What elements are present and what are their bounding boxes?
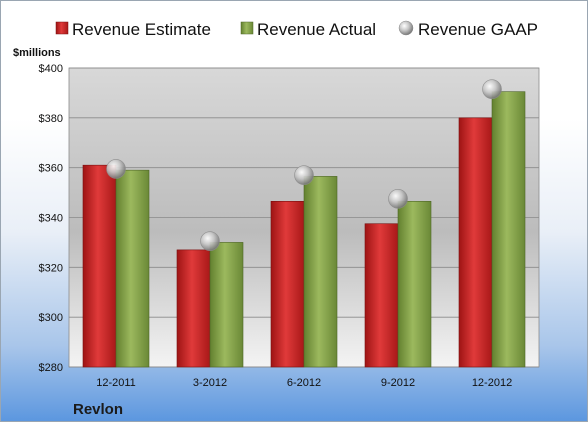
- bar-revenue-estimate: [82, 164, 117, 368]
- x-tick-label: 6-2012: [287, 377, 321, 389]
- y-tick-label: $380: [39, 113, 63, 125]
- y-tick-label: $340: [39, 213, 63, 225]
- marker-revenue-gaap: [200, 231, 220, 251]
- legend-label-revenue-gaap: Revenue GAAP: [418, 20, 538, 39]
- company-label: Revlon: [73, 401, 123, 418]
- bar-revenue-actual: [209, 242, 244, 368]
- bars: [82, 91, 526, 368]
- legend-swatch-revenue-actual: [240, 21, 254, 35]
- bar-revenue-estimate: [176, 249, 211, 368]
- y-tick-label: $300: [39, 312, 63, 324]
- legend-swatch-revenue-estimate: [55, 21, 69, 35]
- legend-item-revenue-estimate: Revenue Estimate: [55, 20, 211, 39]
- x-axis-tick-labels: 12-2011 3-2012 6-2012 9-2012 12-2012: [96, 377, 512, 389]
- y-tick-label: $360: [39, 163, 63, 175]
- y-tick-label: $400: [39, 63, 63, 75]
- marker-revenue-gaap: [106, 159, 126, 179]
- legend-label-revenue-actual: Revenue Actual: [257, 20, 376, 39]
- legend-marker-revenue-gaap: [398, 20, 414, 36]
- y-axis-tick-labels: $280 $300 $320 $340 $360 $380 $400: [39, 63, 63, 374]
- gaap-markers: [106, 79, 502, 251]
- x-tick-label: 12-2011: [96, 377, 136, 389]
- marker-revenue-gaap: [294, 165, 314, 185]
- bar-revenue-actual: [491, 91, 526, 368]
- bar-revenue-actual: [303, 176, 338, 368]
- x-tick-label: 3-2012: [193, 377, 227, 389]
- bar-revenue-actual: [115, 169, 150, 368]
- y-axis-unit-label: $millions: [13, 47, 61, 59]
- legend-item-revenue-actual: Revenue Actual: [240, 20, 376, 39]
- y-tick-label: $280: [39, 362, 63, 374]
- x-tick-label: 9-2012: [381, 377, 415, 389]
- x-tick-label: 12-2012: [472, 377, 512, 389]
- marker-revenue-gaap: [388, 189, 408, 209]
- bar-revenue-estimate: [458, 117, 493, 368]
- marker-revenue-gaap: [482, 79, 502, 99]
- bar-revenue-estimate: [270, 201, 305, 368]
- bar-revenue-estimate: [364, 223, 399, 368]
- y-tick-label: $320: [39, 262, 63, 274]
- legend: Revenue Estimate Revenue Actual Revenue …: [55, 20, 538, 39]
- legend-label-revenue-estimate: Revenue Estimate: [72, 20, 211, 39]
- legend-item-revenue-gaap: Revenue GAAP: [398, 20, 538, 39]
- bar-revenue-actual: [397, 201, 432, 368]
